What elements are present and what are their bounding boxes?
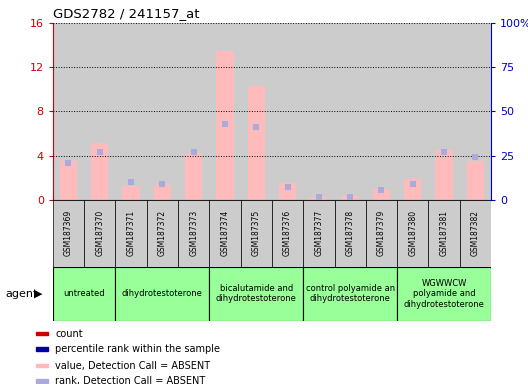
Bar xyxy=(209,267,303,321)
Bar xyxy=(303,200,335,267)
Text: GSM187373: GSM187373 xyxy=(189,210,198,256)
Bar xyxy=(460,23,491,200)
Bar xyxy=(366,23,397,200)
Text: GSM187369: GSM187369 xyxy=(64,210,73,256)
Text: dihydrotestoterone: dihydrotestoterone xyxy=(122,289,203,298)
Text: percentile rank within the sample: percentile rank within the sample xyxy=(55,344,221,354)
Bar xyxy=(53,267,116,321)
Text: WGWWCW
polyamide and
dihydrotestoterone: WGWWCW polyamide and dihydrotestoterone xyxy=(403,279,485,309)
Bar xyxy=(272,23,303,200)
Bar xyxy=(373,189,390,200)
Bar xyxy=(460,200,491,267)
Bar xyxy=(116,200,147,267)
Text: bicalutamide and
dihydrotestoterone: bicalutamide and dihydrotestoterone xyxy=(216,284,297,303)
Text: GSM187374: GSM187374 xyxy=(221,210,230,256)
Bar xyxy=(209,23,241,200)
Text: GSM187378: GSM187378 xyxy=(346,210,355,256)
Bar xyxy=(272,200,303,267)
Text: GSM187379: GSM187379 xyxy=(377,210,386,256)
Text: count: count xyxy=(55,329,83,339)
Bar xyxy=(397,23,428,200)
Bar xyxy=(84,200,116,267)
Text: GSM187377: GSM187377 xyxy=(314,210,323,256)
Bar xyxy=(397,200,428,267)
Bar xyxy=(366,200,397,267)
Bar xyxy=(467,161,484,200)
Bar xyxy=(178,23,209,200)
Bar xyxy=(178,200,209,267)
Bar xyxy=(279,183,296,200)
Text: GSM187371: GSM187371 xyxy=(127,210,136,256)
Bar xyxy=(84,23,116,200)
Bar xyxy=(116,267,209,321)
Bar xyxy=(53,200,84,267)
Text: untreated: untreated xyxy=(63,289,105,298)
Text: ▶: ▶ xyxy=(34,289,43,299)
Bar xyxy=(122,187,140,200)
Bar xyxy=(116,23,147,200)
Bar xyxy=(397,267,491,321)
Text: GSM187376: GSM187376 xyxy=(283,210,292,256)
Bar xyxy=(53,23,84,200)
Text: rank, Detection Call = ABSENT: rank, Detection Call = ABSENT xyxy=(55,376,206,384)
Bar xyxy=(248,86,265,200)
Bar xyxy=(147,23,178,200)
Text: value, Detection Call = ABSENT: value, Detection Call = ABSENT xyxy=(55,361,211,371)
Bar xyxy=(303,267,397,321)
Text: GSM187370: GSM187370 xyxy=(95,210,104,256)
Bar xyxy=(310,197,327,200)
Bar xyxy=(36,379,49,383)
Bar xyxy=(241,200,272,267)
Bar xyxy=(303,23,335,200)
Bar xyxy=(185,153,202,200)
Bar xyxy=(91,143,108,200)
Text: GSM187380: GSM187380 xyxy=(408,210,417,256)
Bar xyxy=(404,179,421,200)
Text: GSM187381: GSM187381 xyxy=(440,210,449,256)
Bar xyxy=(335,23,366,200)
Text: control polyamide an
dihydrotestoterone: control polyamide an dihydrotestoterone xyxy=(306,284,395,303)
Text: GSM187382: GSM187382 xyxy=(471,210,480,256)
Bar xyxy=(147,200,178,267)
Bar xyxy=(428,23,460,200)
Text: GDS2782 / 241157_at: GDS2782 / 241157_at xyxy=(53,7,199,20)
Bar xyxy=(209,200,241,267)
Bar xyxy=(428,200,460,267)
Bar xyxy=(154,185,171,200)
Bar xyxy=(36,332,49,336)
Bar xyxy=(241,23,272,200)
Bar xyxy=(36,347,49,351)
Bar xyxy=(36,364,49,367)
Text: agent: agent xyxy=(5,289,37,299)
Text: GSM187372: GSM187372 xyxy=(158,210,167,256)
Bar xyxy=(216,51,233,200)
Bar xyxy=(335,200,366,267)
Bar xyxy=(60,161,77,200)
Bar xyxy=(342,196,359,200)
Bar xyxy=(436,150,452,200)
Text: GSM187375: GSM187375 xyxy=(252,210,261,256)
